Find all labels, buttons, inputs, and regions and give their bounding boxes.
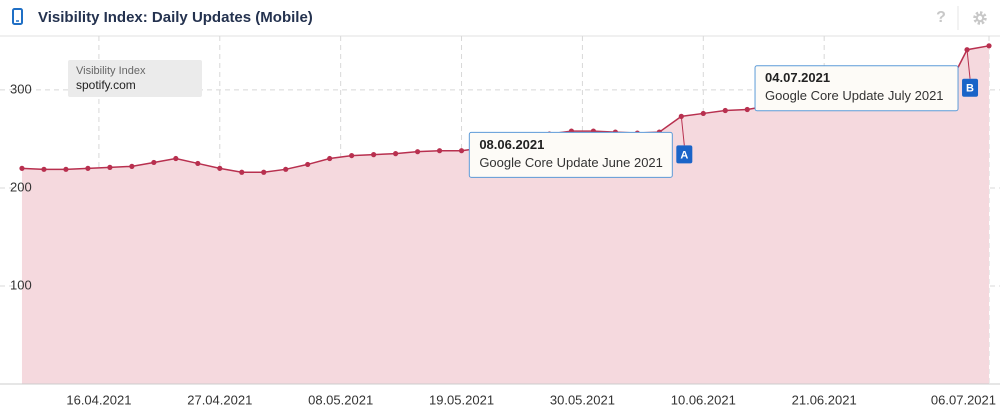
- data-point: [129, 163, 135, 169]
- data-point: [173, 155, 179, 162]
- data-point: [63, 166, 69, 172]
- annotation-flag[interactable]: B: [962, 78, 979, 97]
- data-point: [414, 149, 421, 155]
- settings-button[interactable]: [973, 11, 987, 25]
- data-point: [700, 110, 706, 117]
- data-point: [986, 43, 992, 49]
- data-point: [151, 159, 157, 166]
- data-point: [393, 151, 399, 157]
- plot-area: 100 200 300 16.04.2021 27.04.2021 08.05.2021 1…: [0, 36, 1000, 407]
- header-bar: [0, 0, 1000, 36]
- data-point: [744, 106, 750, 113]
- x-tick-label: 30.05.2021: [550, 392, 615, 407]
- data-point: [41, 166, 47, 172]
- annotation-flag[interactable]: A: [676, 145, 693, 164]
- annotation: 04.07.2021 Google Core Update July 2021 B: [754, 49, 979, 112]
- flag-box: [676, 145, 693, 164]
- mobile-icon: [12, 8, 23, 25]
- annotation-box: [468, 131, 673, 178]
- data-point: [107, 164, 113, 170]
- annotation: 08.06.2021 Google Core Update June 2021 A: [468, 116, 693, 178]
- x-tick-label: 08.05.2021: [308, 392, 373, 407]
- data-point: [371, 152, 377, 158]
- flag-label: B: [966, 83, 974, 95]
- area-fill: [21, 45, 990, 384]
- header-title: Visibility Index: Daily Updates (Mobile): [38, 9, 313, 26]
- legend-label: spotify.com: [76, 78, 136, 92]
- x-tick-label: 06.07.2021: [931, 392, 996, 407]
- data-point: [85, 165, 91, 171]
- annotation-text: Google Core Update June 2021: [479, 155, 663, 170]
- annotation-box: [754, 65, 959, 112]
- data-point: [283, 166, 289, 172]
- help-button[interactable]: ?: [936, 9, 946, 26]
- flag-box: [962, 78, 979, 97]
- y-tick-label: 300: [10, 81, 32, 96]
- annotation-date: 04.07.2021: [765, 70, 830, 85]
- x-tick-label: 27.04.2021: [187, 392, 252, 407]
- annotation-text: Google Core Update July 2021: [765, 88, 944, 103]
- x-tick-label: 19.05.2021: [429, 392, 494, 407]
- x-tick-label: 16.04.2021: [66, 392, 131, 407]
- legend-title: Visibility Index: [76, 65, 146, 77]
- legend-box: [68, 60, 202, 97]
- flag-label: A: [680, 149, 688, 161]
- data-point: [349, 152, 355, 159]
- data-point: [217, 165, 223, 171]
- data-point: [195, 160, 201, 167]
- y-tick-label: 100: [10, 277, 32, 292]
- data-point: [327, 155, 333, 162]
- annotation-connector: [966, 49, 971, 79]
- annotation-date: 08.06.2021: [479, 137, 544, 152]
- data-point: [239, 169, 245, 175]
- annotation-connector: [680, 116, 685, 146]
- x-tick-label: 10.06.2021: [671, 392, 736, 407]
- y-tick-label: 200: [10, 179, 32, 194]
- data-point: [436, 148, 443, 154]
- data-point: [722, 107, 728, 114]
- data-point: [261, 169, 267, 175]
- data-point: [19, 165, 25, 171]
- data-point: [458, 148, 465, 154]
- x-tick-label: 21.06.2021: [792, 392, 857, 407]
- data-point: [305, 161, 311, 168]
